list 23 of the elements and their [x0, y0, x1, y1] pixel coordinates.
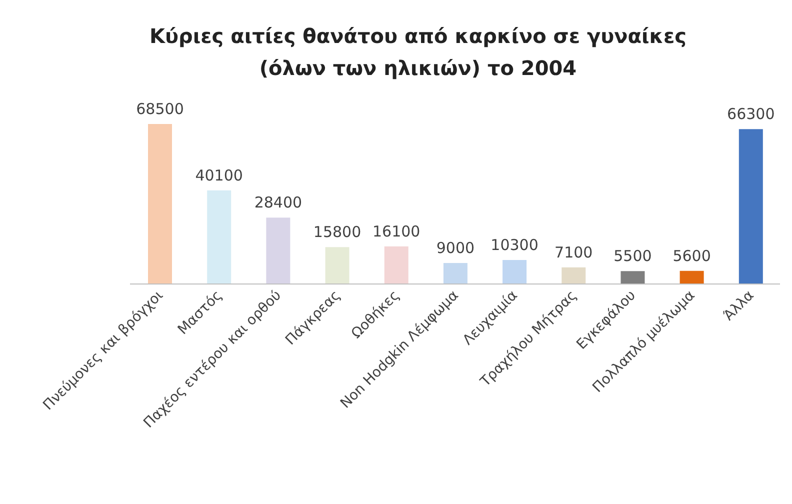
- data-label: 7100: [554, 243, 593, 262]
- data-label: 15800: [313, 223, 362, 242]
- bar: [620, 271, 645, 284]
- bar: [443, 262, 468, 284]
- data-label: 28400: [254, 194, 302, 212]
- bar: [738, 129, 763, 284]
- data-label: 66300: [727, 105, 775, 124]
- data-label: 5500: [614, 247, 652, 266]
- bar: [680, 270, 704, 284]
- bar: [502, 260, 527, 284]
- bar: [148, 124, 172, 284]
- data-label: 5600: [672, 246, 711, 265]
- bar: [562, 267, 586, 284]
- data-label: 9000: [436, 238, 475, 257]
- data-label: 40100: [195, 166, 243, 184]
- chart-title: Κύριες αιτίες θανάτου από καρκίνο σε γυναίκες (όλων των ηλικιών) το 2004: [148, 23, 688, 82]
- data-label: 10300: [490, 236, 538, 254]
- bar: [207, 190, 232, 284]
- bar: [325, 247, 350, 284]
- data-label: 16100: [372, 222, 420, 240]
- bar: [266, 218, 290, 284]
- bar: [384, 246, 408, 284]
- data-label: 68500: [136, 100, 184, 118]
